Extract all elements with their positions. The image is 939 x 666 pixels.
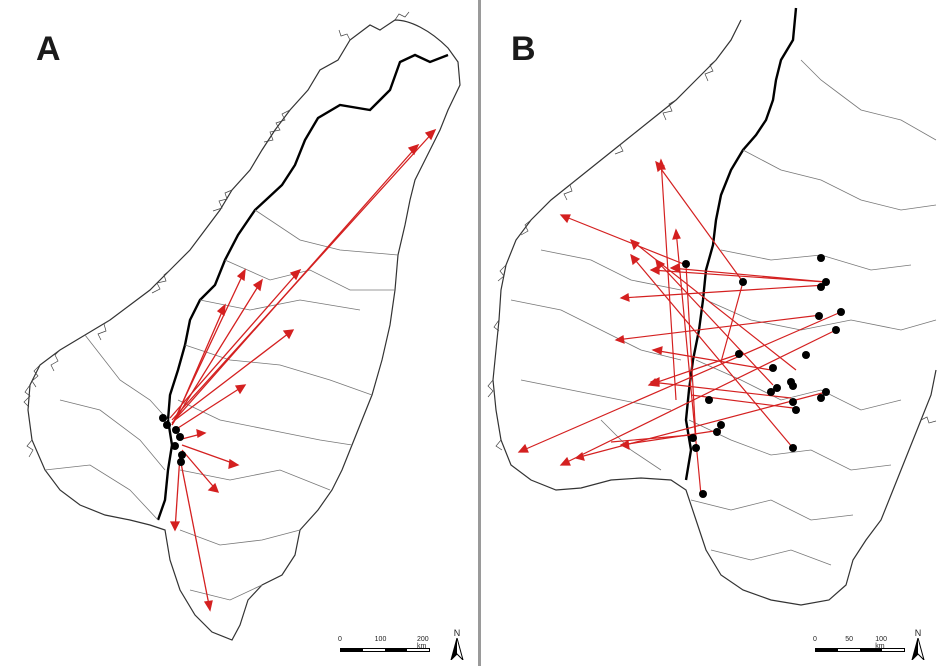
national-border-b (684, 7, 798, 481)
panel-label-b: B (511, 30, 536, 68)
map-a-svg (23, 11, 461, 641)
scale-tick: 50 (845, 636, 854, 643)
migration-arrows-a (169, 128, 437, 612)
panel-divider (478, 0, 481, 666)
map-panel-b: B 0 50 100 km N (481, 0, 939, 666)
map-b-svg (487, 7, 937, 606)
scale-tick: 0 (813, 636, 817, 643)
north-label: N (453, 628, 461, 638)
scale-tick: 0 (338, 636, 342, 643)
scale-bar-b: 0 50 100 km (813, 636, 905, 660)
scale-tick: 200 km (416, 636, 429, 650)
national-border-a (156, 53, 449, 521)
coast-detail-a (23, 11, 410, 458)
migration-arrows-b (517, 158, 842, 496)
north-arrow-icon (450, 636, 464, 662)
scale-bar-a: 0 100 200 km (338, 636, 430, 660)
north-arrow-icon (911, 636, 925, 662)
north-label: N (914, 628, 922, 638)
scale-tick: 100 (374, 636, 387, 643)
release-points-a (159, 414, 186, 466)
coast-detail-b (487, 59, 937, 451)
north-arrow-b: N (911, 628, 925, 662)
coastline-a (27, 19, 461, 641)
coastline-b (492, 19, 937, 606)
map-panel-a: A 0 100 200 km N (23, 11, 464, 662)
regional-borders-b (510, 59, 937, 566)
release-points-b (682, 254, 845, 498)
panel-label-a: A (36, 30, 61, 68)
scale-tick: 100 km (875, 636, 887, 650)
north-arrow-a: N (450, 628, 464, 662)
